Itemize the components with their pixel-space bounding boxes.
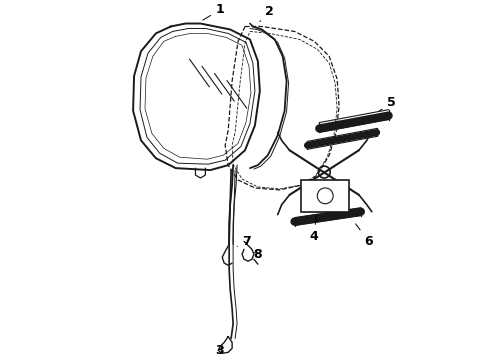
Text: 5: 5 [379, 96, 396, 111]
Text: 7: 7 [237, 235, 251, 248]
Text: 2: 2 [260, 5, 274, 22]
Text: 6: 6 [356, 224, 373, 248]
Text: 3: 3 [215, 344, 224, 357]
Bar [301, 180, 349, 212]
Text: 4: 4 [309, 215, 318, 243]
Text: 1: 1 [203, 3, 224, 20]
Text: 8: 8 [253, 248, 262, 261]
